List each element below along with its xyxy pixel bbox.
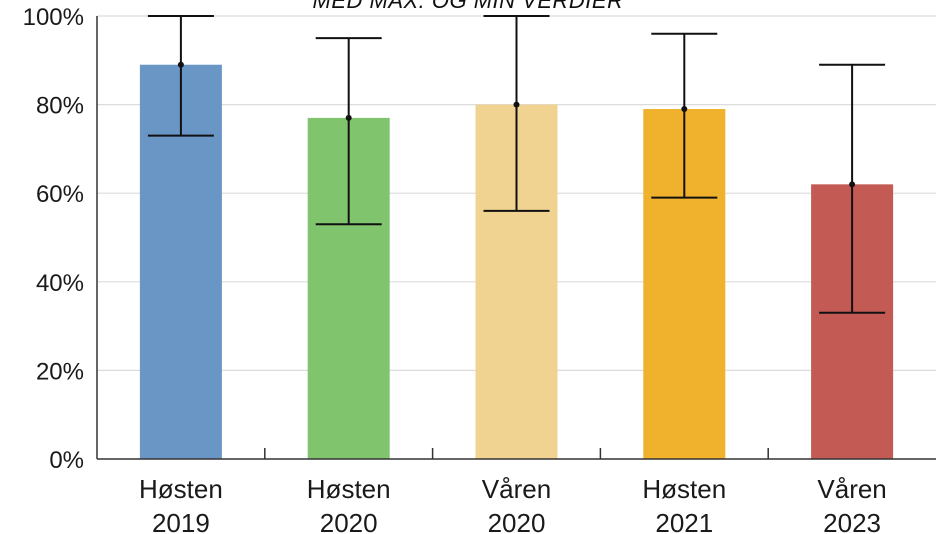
x-tick-label-line2: 2023 (823, 508, 881, 534)
x-tick-label-line2: 2021 (655, 508, 713, 534)
mean-marker (849, 181, 856, 188)
y-tick-label: 100% (23, 4, 84, 31)
x-tick-labels: Høsten 2019 Høsten 2020 Våren 2020 Høsten 2021 V… (139, 474, 887, 534)
x-tick-label-line2: 2019 (152, 508, 210, 534)
x-tick-label-line1: Våren (817, 474, 886, 504)
mean-marker (513, 101, 520, 108)
y-tick-labels: 0% 20% 40% 60% 80% 100% (23, 4, 84, 474)
chart-title: MED MAX. OG MIN VERDIER (312, 0, 624, 13)
mean-marker (177, 61, 184, 68)
mean-marker (345, 114, 352, 121)
x-tick-label-line1: Våren (482, 474, 551, 504)
mean-marker (681, 106, 688, 113)
x-tick-label-line2: 2020 (488, 508, 546, 534)
y-tick-label: 0% (49, 447, 84, 474)
y-tick-label: 20% (36, 358, 84, 385)
y-tick-label: 40% (36, 270, 84, 297)
x-tick-label-line1: Høsten (307, 474, 391, 504)
axes (96, 16, 936, 460)
x-tick-label-line2: 2020 (320, 508, 378, 534)
y-tick-label: 60% (36, 181, 84, 208)
y-tick-label: 80% (36, 93, 84, 120)
x-tick-label-line1: Høsten (642, 474, 726, 504)
error-bars (147, 15, 886, 314)
x-tick-label-line1: Høsten (139, 474, 223, 504)
